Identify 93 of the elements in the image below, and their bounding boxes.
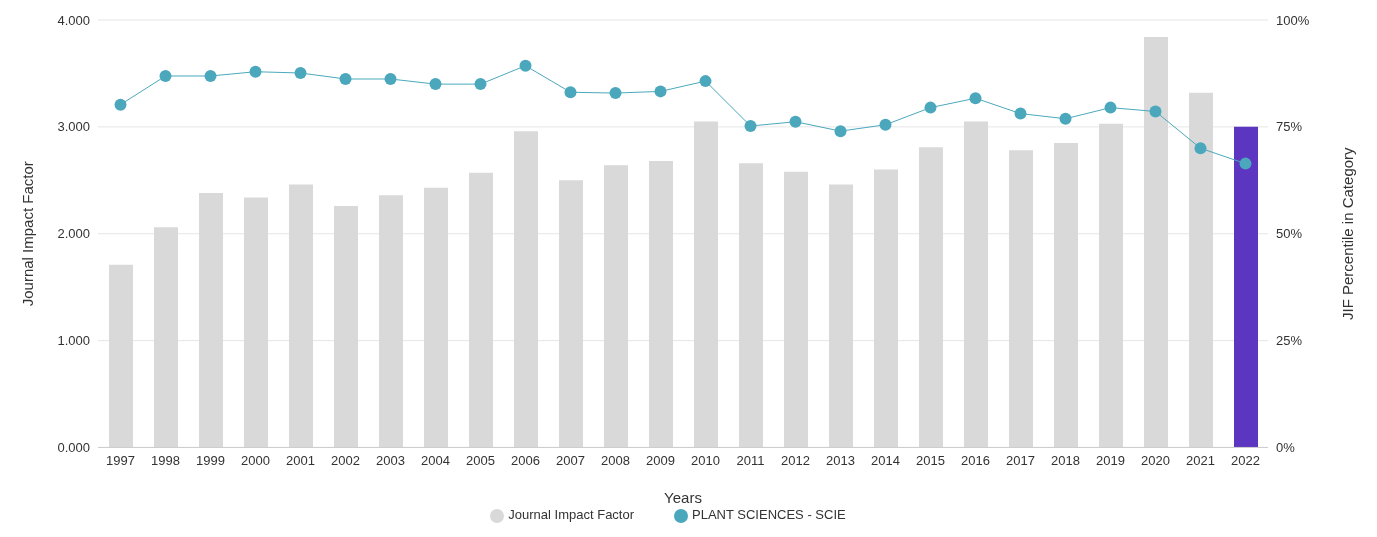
bar: [694, 121, 718, 448]
x-tick-label: 2007: [556, 452, 585, 468]
bar: [604, 165, 628, 448]
bar: [244, 197, 268, 448]
x-tick-label: 2021: [1186, 452, 1215, 468]
x-tick-label: 2000: [241, 452, 270, 468]
point: [1104, 101, 1117, 114]
point: [969, 92, 982, 105]
point: [699, 75, 712, 88]
bar: [649, 161, 673, 448]
x-tick-label: 2004: [421, 452, 450, 468]
point: [564, 86, 577, 99]
point: [114, 98, 127, 111]
x-tick-label: 1998: [151, 452, 180, 468]
point: [294, 67, 307, 79]
point: [654, 85, 667, 98]
legend-label: Journal Impact Factor: [508, 507, 635, 523]
point: [384, 72, 397, 85]
point: [1239, 157, 1252, 170]
point: [339, 72, 352, 85]
legend-label: PLANT SCIENCES - SCIE: [692, 507, 846, 523]
x-tick-label: 2019: [1096, 452, 1125, 468]
bar: [334, 205, 358, 448]
bar: [559, 180, 583, 448]
bar: [109, 264, 133, 448]
x-tick-label: 2013: [826, 452, 855, 468]
point: [1059, 112, 1072, 125]
point: [834, 125, 847, 138]
y-tick-label: 2.000: [57, 226, 90, 242]
y2-tick-label: 0%: [1276, 440, 1296, 456]
bar: [154, 227, 178, 448]
y-axis-title: Journal Impact Factor: [19, 161, 37, 307]
point: [789, 115, 802, 128]
point: [1194, 142, 1207, 155]
x-tick-label: 2008: [601, 452, 630, 468]
point: [204, 69, 217, 82]
x-tick-label: 1997: [106, 452, 135, 468]
point: [159, 69, 172, 82]
x-tick-label: 2020: [1141, 452, 1170, 468]
x-tick-label: 2017: [1006, 452, 1035, 468]
point: [879, 118, 892, 131]
point: [924, 101, 937, 114]
point: [1149, 105, 1162, 118]
point: [1014, 107, 1027, 120]
x-tick-label: 2001: [286, 452, 315, 468]
x-tick-label: 2012: [781, 452, 810, 468]
point: [744, 120, 757, 133]
point: [519, 59, 532, 72]
x-axis-title: Years: [664, 489, 702, 507]
point: [249, 65, 262, 78]
bar: [514, 131, 538, 448]
x-tick-label: 2011: [736, 452, 765, 468]
x-tick-label: 2003: [376, 452, 405, 468]
x-tick-label: 2005: [466, 452, 495, 468]
bar: [829, 184, 853, 448]
y2-axis-title: JIF Percentile in Category: [1339, 146, 1357, 321]
bar: [379, 195, 403, 448]
bar: [1099, 123, 1123, 448]
point: [474, 78, 487, 91]
x-tick-label: 2002: [331, 452, 360, 468]
x-tick-label: 2006: [511, 452, 540, 468]
bar: [784, 171, 808, 448]
y-tick-label: 4.000: [57, 12, 90, 28]
x-tick-label: 2022: [1231, 452, 1260, 468]
y2-tick-label: 100%: [1276, 12, 1310, 28]
bar: [1054, 142, 1078, 448]
bar: [199, 193, 223, 448]
bar: [739, 163, 763, 448]
bar: [919, 147, 943, 448]
x-tick-label: 1999: [196, 452, 225, 468]
bar: [1234, 126, 1258, 448]
bar: [1189, 92, 1213, 448]
x-tick-label: 2014: [871, 452, 900, 468]
point: [429, 78, 442, 91]
x-tick-label: 2010: [691, 452, 720, 468]
point: [609, 87, 622, 100]
bar: [1009, 150, 1033, 448]
y-tick-label: 1.000: [57, 333, 90, 349]
bar: [874, 169, 898, 448]
bar: [1144, 37, 1168, 448]
bar: [289, 184, 313, 448]
y-tick-label: 0.000: [57, 440, 90, 456]
x-tick-label: 2009: [646, 452, 675, 468]
y2-tick-label: 75%: [1276, 119, 1303, 135]
bar: [424, 187, 448, 448]
bar: [469, 172, 493, 448]
y-tick-label: 3.000: [57, 119, 90, 135]
x-tick-label: 2015: [916, 452, 945, 468]
bar: [964, 121, 988, 448]
x-tick-label: 2018: [1051, 452, 1080, 468]
y2-tick-label: 50%: [1276, 226, 1303, 242]
y2-tick-label: 25%: [1276, 333, 1303, 349]
x-tick-label: 2016: [961, 452, 990, 468]
